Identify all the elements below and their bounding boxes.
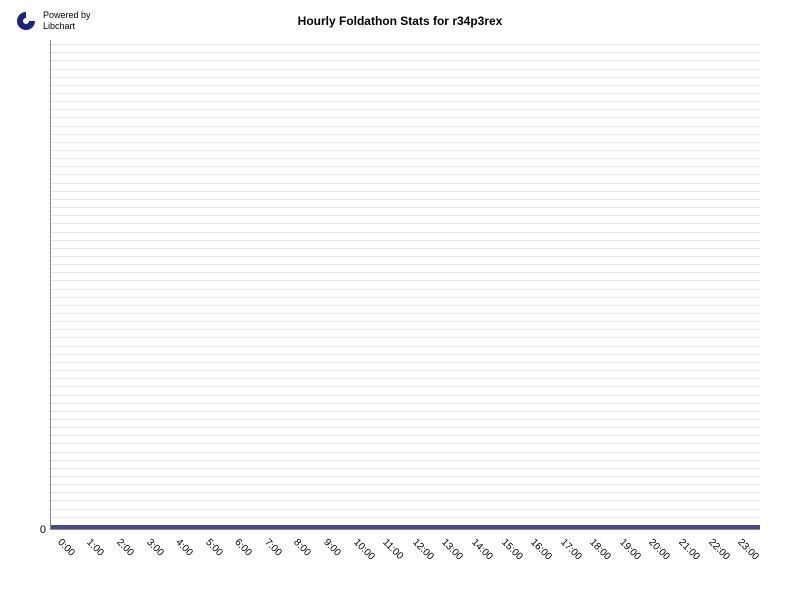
plot-background	[51, 40, 760, 529]
gridline	[51, 174, 760, 175]
x-axis-label: 2:00	[114, 537, 136, 559]
gridline	[51, 346, 760, 347]
x-axis-label: 8:00	[292, 537, 314, 559]
chart-title: Hourly Foldathon Stats for r34p3rex	[298, 14, 503, 28]
x-axis-label: 17:00	[558, 537, 583, 562]
gridline	[51, 411, 760, 412]
gridline	[51, 272, 760, 273]
gridline	[51, 199, 760, 200]
x-axis-label: 13:00	[440, 537, 465, 562]
gridline	[51, 183, 760, 184]
gridline	[51, 395, 760, 396]
branding-line1: Powered by	[43, 10, 91, 21]
plot-area	[50, 40, 760, 530]
x-axis-label: 21:00	[676, 537, 701, 562]
x-axis-label: 5:00	[203, 537, 225, 559]
gridline	[51, 313, 760, 314]
x-axis-label: 10:00	[351, 537, 376, 562]
gridline	[51, 476, 760, 477]
gridline	[51, 354, 760, 355]
x-axis-label: 20:00	[647, 537, 672, 562]
branding-text: Powered by Libchart	[43, 10, 91, 32]
gridline	[51, 126, 760, 127]
gridline	[51, 378, 760, 379]
gridline	[51, 492, 760, 493]
gridline	[51, 60, 760, 61]
gridline	[51, 468, 760, 469]
libchart-logo-icon	[15, 10, 37, 32]
y-axis-label: 0	[32, 524, 46, 536]
x-axis-label: 19:00	[617, 537, 642, 562]
gridline	[51, 191, 760, 192]
gridline	[51, 223, 760, 224]
gridline	[51, 52, 760, 53]
gridline	[51, 101, 760, 102]
gridline	[51, 337, 760, 338]
x-axis-label: 18:00	[588, 537, 613, 562]
gridline	[51, 427, 760, 428]
gridline	[51, 419, 760, 420]
baseline-bar	[51, 525, 760, 529]
gridline	[51, 329, 760, 330]
gridline	[51, 232, 760, 233]
gridline	[51, 166, 760, 167]
gridline	[51, 500, 760, 501]
x-axis-label: 0:00	[55, 537, 77, 559]
gridline	[51, 207, 760, 208]
x-axis-label: 11:00	[380, 537, 405, 562]
x-axis-labels: 0:00 1:00 2:00 3:00 4:00 5:00 6:00 7:00 8:00 9:00…	[50, 535, 760, 595]
gridline	[51, 386, 760, 387]
gridline	[51, 158, 760, 159]
gridline	[51, 109, 760, 110]
x-axis-label: 6:00	[233, 537, 255, 559]
x-axis-label: 4:00	[173, 537, 195, 559]
x-axis-label: 22:00	[706, 537, 731, 562]
gridline	[51, 264, 760, 265]
gridline	[51, 256, 760, 257]
gridline	[51, 452, 760, 453]
x-axis-label: 9:00	[321, 537, 343, 559]
gridline	[51, 289, 760, 290]
gridline	[51, 44, 760, 45]
gridline	[51, 85, 760, 86]
gridline	[51, 517, 760, 518]
gridline	[51, 150, 760, 151]
gridline	[51, 509, 760, 510]
gridline	[51, 240, 760, 241]
gridline	[51, 297, 760, 298]
gridline	[51, 484, 760, 485]
x-axis-label: 16:00	[528, 537, 553, 562]
gridline	[51, 93, 760, 94]
gridline	[51, 248, 760, 249]
x-axis-label: 12:00	[410, 537, 435, 562]
x-axis-label: 15:00	[499, 537, 524, 562]
gridline	[51, 69, 760, 70]
x-axis-label: 7:00	[262, 537, 284, 559]
gridline	[51, 370, 760, 371]
gridline	[51, 215, 760, 216]
x-axis-label: 23:00	[735, 537, 760, 562]
gridline	[51, 460, 760, 461]
gridline	[51, 443, 760, 444]
gridline	[51, 280, 760, 281]
gridline	[51, 142, 760, 143]
gridline	[51, 362, 760, 363]
branding-line2: Libchart	[43, 21, 91, 32]
x-axis-label: 14:00	[469, 537, 494, 562]
branding-area: Powered by Libchart	[15, 10, 91, 32]
gridline	[51, 305, 760, 306]
gridline	[51, 403, 760, 404]
gridline	[51, 321, 760, 322]
gridline	[51, 77, 760, 78]
gridline	[51, 134, 760, 135]
gridline	[51, 117, 760, 118]
x-axis-label: 1:00	[85, 537, 107, 559]
x-axis-label: 3:00	[144, 537, 166, 559]
gridline	[51, 435, 760, 436]
